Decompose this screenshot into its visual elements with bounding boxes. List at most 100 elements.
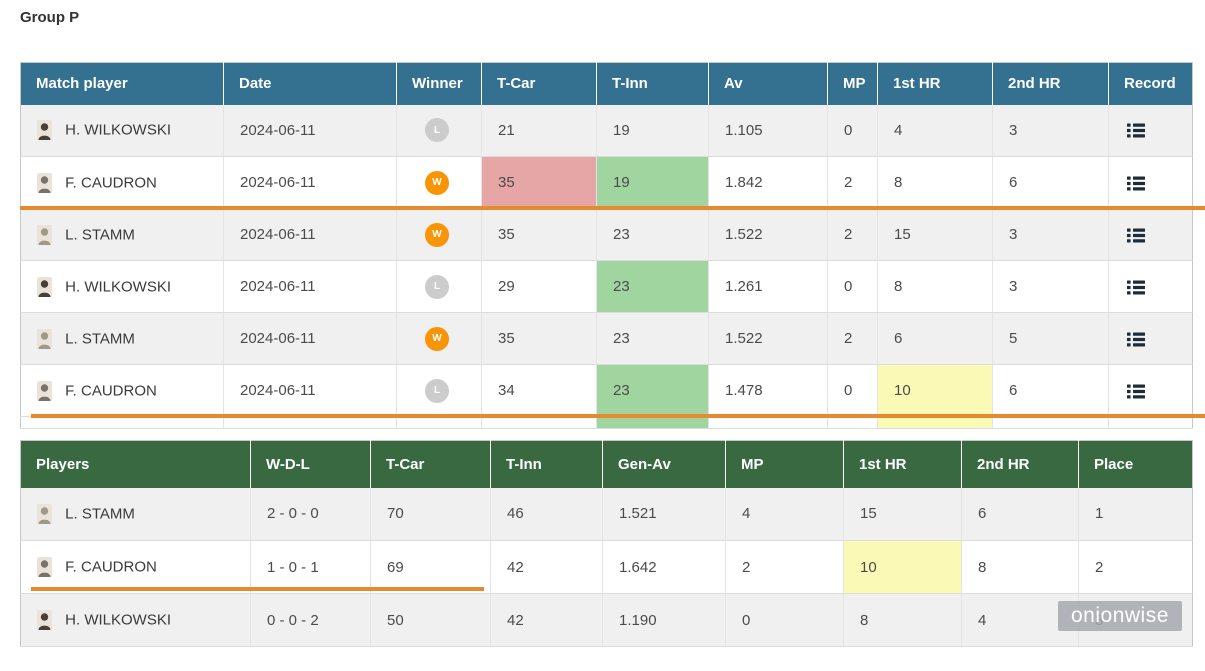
- match-player-cell: L. STAMM: [20, 208, 224, 261]
- match-row: H. WILKOWSKI 2024-06-11 L 21 19 1.105 0 …: [20, 104, 1193, 157]
- winner-badge: W: [425, 170, 449, 195]
- player-cell: H. WILKOWSKI: [20, 593, 251, 647]
- player-photo-icon: [37, 557, 52, 577]
- t-inn-cell: 19: [596, 104, 709, 157]
- t-car-cell: 29: [481, 260, 597, 313]
- winner-cell: W: [396, 156, 482, 209]
- mp-cell: 2: [827, 312, 878, 365]
- record-list-icon[interactable]: [1127, 280, 1145, 295]
- av-cell: 1.105: [708, 104, 828, 157]
- player-name: F. CAUDRON: [65, 174, 157, 191]
- t-car-cell: 70: [370, 487, 491, 541]
- record-list-icon[interactable]: [1127, 176, 1145, 191]
- record-list-icon[interactable]: [1127, 384, 1145, 399]
- hr2-cell: 8: [961, 540, 1079, 594]
- player-photo-icon: [37, 172, 52, 193]
- player-cell: F. CAUDRON: [20, 540, 251, 594]
- winner-badge: L: [425, 274, 449, 299]
- match-player-cell: F. CAUDRON: [20, 364, 224, 417]
- winner-cell: W: [396, 312, 482, 365]
- player-photo-icon: [37, 120, 52, 141]
- t-inn-cell: 23: [596, 312, 709, 365]
- date-cell: 2024-06-11: [223, 156, 397, 209]
- col-place: Place: [1078, 440, 1193, 488]
- match-player-cell: H. WILKOWSKI: [20, 260, 224, 313]
- hr1-cell: 15: [843, 487, 962, 541]
- mp-cell: 0: [827, 260, 878, 313]
- match-row: F. CAUDRON 2024-06-11 W 35 19 1.842 2 8 …: [20, 156, 1193, 209]
- col-players: Players: [20, 440, 251, 488]
- av-cell: 1.522: [708, 312, 828, 365]
- winner-badge: W: [425, 222, 449, 247]
- col-date: Date: [223, 62, 397, 105]
- record-list-icon[interactable]: [1127, 228, 1145, 243]
- selected-player-underline: [31, 414, 1205, 418]
- match-results-table: Match player Date Winner T-Car T-Inn Av …: [20, 62, 1193, 429]
- winner-badge: L: [425, 118, 449, 143]
- col-match-player: Match player: [20, 62, 224, 105]
- hr1-cell: 4: [877, 104, 993, 157]
- hr1-cell: 8: [877, 260, 993, 313]
- av-cell: 1.842: [708, 156, 828, 209]
- t-inn-cell: 23: [596, 208, 709, 261]
- match-table-partial-row: [20, 416, 1193, 429]
- col-mp: MP: [725, 440, 844, 488]
- match-row: H. WILKOWSKI 2024-06-11 L 29 23 1.261 0 …: [20, 260, 1193, 313]
- mp-cell: 0: [725, 593, 844, 647]
- winner-cell: L: [396, 364, 482, 417]
- record-cell: [1108, 156, 1193, 209]
- t-car-cell: 35: [481, 312, 597, 365]
- t-car-cell: 21: [481, 104, 597, 157]
- col-1st-hr: 1st HR: [843, 440, 962, 488]
- standings-row: F. CAUDRON 1 - 0 - 1 69 42 1.642 2 10 8 …: [20, 540, 1193, 594]
- col-record: Record: [1108, 62, 1193, 105]
- date-cell: 2024-06-11: [223, 312, 397, 365]
- av-cell: 1.478: [708, 364, 828, 417]
- gen-av-cell: 1.642: [602, 540, 726, 594]
- hr2-cell: 6: [992, 364, 1109, 417]
- selected-player-underline: [31, 587, 484, 591]
- record-cell: [1108, 260, 1193, 313]
- t-car-cell: 34: [481, 364, 597, 417]
- col-2nd-hr: 2nd HR: [961, 440, 1079, 488]
- t-inn-cell: 23: [596, 364, 709, 417]
- mp-cell: 0: [827, 364, 878, 417]
- winner-cell: L: [396, 104, 482, 157]
- hr1-cell: 15: [877, 208, 993, 261]
- player-name: F. CAUDRON: [65, 558, 157, 576]
- date-cell: 2024-06-11: [223, 104, 397, 157]
- page-title: Group P: [20, 9, 80, 26]
- t-car-cell: 50: [370, 593, 491, 647]
- standings-row: L. STAMM 2 - 0 - 0 70 46 1.521 4 15 6 1: [20, 487, 1193, 541]
- record-list-icon[interactable]: [1127, 123, 1145, 138]
- wdl-cell: 1 - 0 - 1: [250, 540, 371, 594]
- match-player-cell: H. WILKOWSKI: [20, 104, 224, 157]
- record-cell: [1108, 364, 1193, 417]
- col-t-inn: T-Inn: [490, 440, 603, 488]
- mp-cell: 2: [725, 540, 844, 594]
- player-name: L. STAMM: [65, 226, 135, 243]
- record-cell: [1108, 208, 1193, 261]
- hr1-highlight-strip: [877, 416, 993, 429]
- match-row: L. STAMM 2024-06-11 W 35 23 1.522 2 6 5: [20, 312, 1193, 365]
- match-row: F. CAUDRON 2024-06-11 L 34 23 1.478 0 10…: [20, 364, 1193, 417]
- player-photo-icon: [37, 328, 52, 349]
- player-name: F. CAUDRON: [65, 382, 157, 399]
- col-wdl: W-D-L: [250, 440, 371, 488]
- col-mp: MP: [827, 62, 878, 105]
- player-name: H. WILKOWSKI: [65, 611, 172, 629]
- place-cell: 2: [1078, 540, 1193, 594]
- t-car-cell: 69: [370, 540, 491, 594]
- mp-cell: 0: [827, 104, 878, 157]
- player-photo-icon: [37, 610, 52, 630]
- hr2-cell: 5: [992, 312, 1109, 365]
- selected-player-underline: [20, 206, 1205, 210]
- hr1-cell: 6: [877, 312, 993, 365]
- hr2-cell: 3: [992, 208, 1109, 261]
- player-name: H. WILKOWSKI: [65, 121, 172, 139]
- mp-cell: 2: [827, 208, 878, 261]
- record-list-icon[interactable]: [1127, 332, 1145, 347]
- match-row: L. STAMM 2024-06-11 W 35 23 1.522 2 15 3: [20, 208, 1193, 261]
- player-cell: L. STAMM: [20, 487, 251, 541]
